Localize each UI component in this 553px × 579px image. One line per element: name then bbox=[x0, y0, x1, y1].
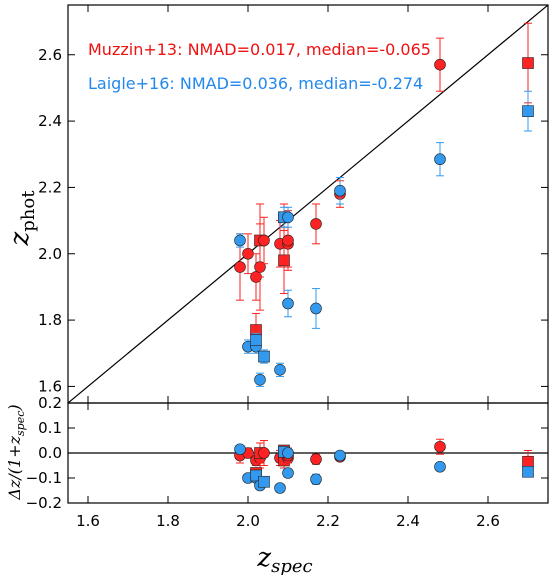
one-to-one-line bbox=[68, 5, 548, 403]
circle-marker bbox=[258, 447, 270, 459]
data-point bbox=[434, 460, 446, 473]
data-point bbox=[258, 475, 270, 488]
y-tick-label: −0.2 bbox=[26, 494, 62, 512]
y-tick-label: 2.0 bbox=[38, 245, 62, 263]
residual-panel: 1.6 1.8 2.0 2.2 2.4 2.6 −0.2 −0.1 0.0 0.1 0.2 bbox=[26, 394, 549, 530]
circle-marker bbox=[310, 473, 322, 486]
svg-text:zphot: zphot bbox=[5, 190, 39, 247]
circle-marker bbox=[282, 447, 294, 459]
x-axis-label-main: z bbox=[256, 543, 271, 573]
data-point bbox=[310, 473, 322, 486]
series-laigle-16 bbox=[234, 443, 534, 494]
data-point bbox=[282, 206, 294, 228]
circle-marker bbox=[334, 184, 346, 197]
circle-marker bbox=[310, 218, 322, 230]
circle-marker bbox=[242, 247, 254, 260]
square-marker bbox=[250, 334, 262, 346]
data-point bbox=[434, 37, 446, 92]
data-point bbox=[310, 453, 322, 466]
y-tick-label: 0.0 bbox=[38, 444, 62, 462]
legend-entry-muzzin: Muzzin+13: NMAD=0.017, median=-0.065 bbox=[88, 40, 431, 59]
circle-marker bbox=[254, 373, 266, 386]
circle-marker bbox=[282, 211, 294, 224]
data-point bbox=[258, 216, 270, 265]
data-point bbox=[234, 233, 246, 248]
x-tick-label: 2.0 bbox=[236, 512, 260, 530]
circle-marker bbox=[334, 449, 346, 462]
data-point bbox=[434, 438, 446, 455]
data-point bbox=[282, 467, 294, 479]
circle-marker bbox=[274, 364, 286, 376]
data-point bbox=[250, 332, 262, 348]
legend-entry-laigle: Laigle+16: NMAD=0.036, median=-0.274 bbox=[88, 74, 423, 93]
top-panel: 1.6 1.8 2.0 2.2 2.4 2.6 bbox=[38, 4, 549, 503]
y-axis-label-main: z bbox=[5, 231, 35, 246]
circle-marker bbox=[282, 297, 294, 310]
circle-marker bbox=[282, 467, 294, 479]
circle-marker bbox=[310, 453, 322, 466]
y-axis-label-sub: phot bbox=[18, 190, 39, 232]
y-axis-label-bottom: Δz/(1+zspec) bbox=[5, 404, 27, 500]
y-tick-label: 0.2 bbox=[38, 394, 62, 412]
y-tick-label: 2.4 bbox=[38, 112, 62, 130]
data-point bbox=[282, 289, 294, 318]
data-point bbox=[334, 176, 346, 205]
square-marker bbox=[250, 469, 262, 482]
y-tick-label: 1.8 bbox=[38, 311, 62, 329]
x-tick-label: 2.2 bbox=[316, 512, 340, 530]
svg-text:Δz/(1+zspec): Δz/(1+zspec) bbox=[5, 404, 27, 500]
data-point bbox=[254, 372, 266, 387]
square-marker bbox=[278, 254, 290, 267]
y-tick-label: 2.6 bbox=[38, 46, 62, 64]
series-laigle-16 bbox=[234, 90, 534, 387]
circle-marker bbox=[310, 302, 322, 315]
square-marker bbox=[258, 350, 270, 363]
square-marker bbox=[522, 57, 534, 69]
data-point bbox=[234, 443, 246, 456]
circle-marker bbox=[234, 443, 246, 456]
square-marker bbox=[522, 455, 534, 468]
y-axis-label-top: zphot bbox=[5, 190, 39, 247]
x-tick-label: 2.6 bbox=[476, 512, 500, 530]
circle-marker bbox=[234, 261, 246, 273]
series-muzzin-13 bbox=[234, 438, 534, 479]
square-marker bbox=[522, 465, 534, 478]
square-marker bbox=[258, 475, 270, 488]
circle-marker bbox=[282, 234, 294, 247]
circle-marker bbox=[258, 234, 270, 247]
data-point bbox=[334, 449, 346, 462]
x-tick-label: 1.8 bbox=[156, 512, 180, 530]
y-tick-label: 0.1 bbox=[38, 419, 62, 437]
y-tick-label: 1.6 bbox=[38, 377, 62, 395]
data-point bbox=[274, 362, 286, 377]
circle-marker bbox=[434, 58, 446, 71]
x-axis-label: zspec bbox=[256, 543, 312, 577]
square-marker bbox=[522, 105, 534, 117]
series-muzzin-13 bbox=[234, 22, 534, 348]
data-point bbox=[282, 447, 294, 459]
circle-marker bbox=[434, 153, 446, 166]
data-point bbox=[274, 482, 286, 494]
x-tick-label: 1.6 bbox=[76, 512, 100, 530]
x-axis-label-sub: spec bbox=[271, 556, 313, 575]
y-tick-label: −0.1 bbox=[26, 469, 62, 487]
data-point bbox=[310, 203, 322, 245]
data-point bbox=[434, 142, 446, 177]
data-point bbox=[258, 440, 270, 466]
data-point bbox=[258, 349, 270, 364]
svg-text:zspec: zspec bbox=[256, 543, 312, 575]
data-point bbox=[522, 90, 534, 132]
circle-marker bbox=[234, 234, 246, 247]
y-tick-label: 2.2 bbox=[38, 178, 62, 196]
data-point bbox=[310, 288, 322, 329]
x-tick-label: 2.4 bbox=[396, 512, 420, 530]
circle-marker bbox=[274, 482, 286, 494]
data-point bbox=[242, 233, 254, 275]
circle-marker bbox=[434, 440, 446, 453]
circle-marker bbox=[434, 460, 446, 473]
data-point bbox=[522, 465, 534, 478]
